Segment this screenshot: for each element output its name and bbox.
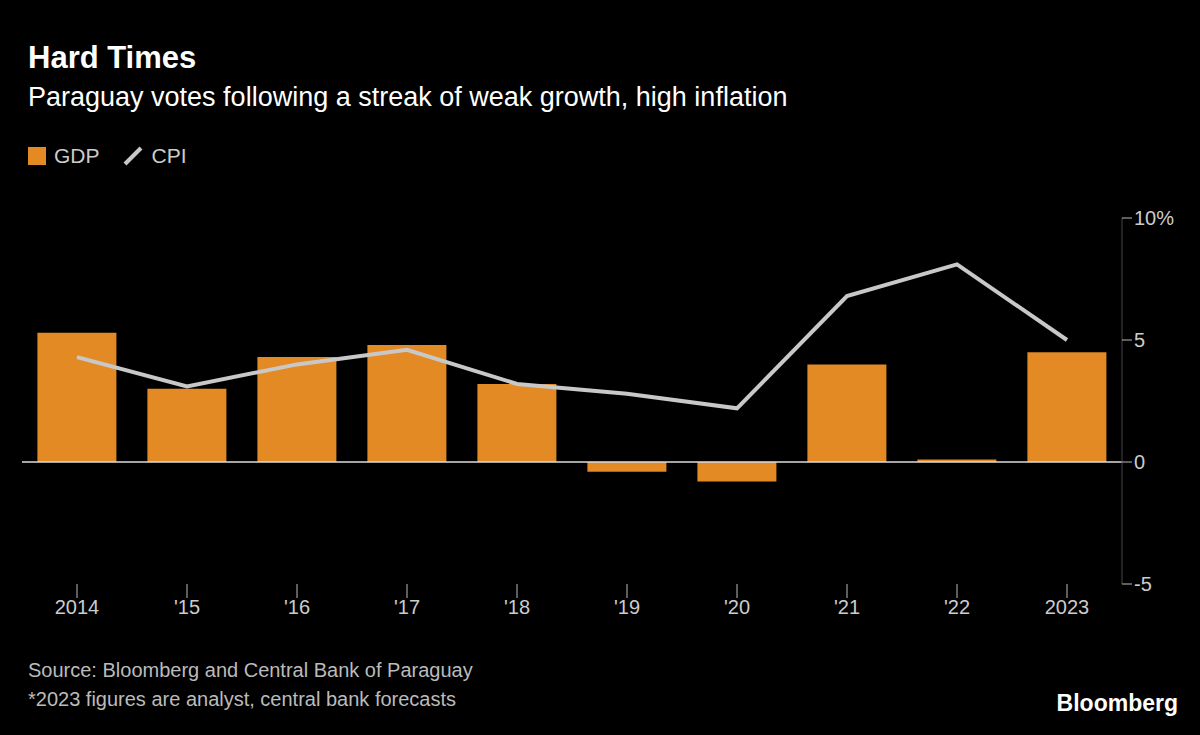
svg-text:'15: '15 (174, 596, 200, 618)
html-text:CPI: CPI (151, 144, 187, 167)
html-text:Source: Bloomberg and Central: Source: Bloomberg and Central Bank of Pa… (28, 659, 473, 681)
svg-text:2014: 2014 (55, 596, 100, 618)
html-text:Bloomberg: Bloomberg (1056, 690, 1178, 716)
svg-text:-5: -5 (1134, 573, 1152, 595)
svg-text:'21: '21 (834, 596, 860, 618)
html-text:*2023 figures are analyst, cen: *2023 figures are analyst, central bank … (28, 688, 456, 710)
svg-text:'19: '19 (614, 596, 640, 618)
html-text:GDP: GDP (54, 144, 100, 167)
svg-text:'16: '16 (284, 596, 310, 618)
svg-text:10%: 10% (1134, 207, 1174, 229)
html-text:Hard Times: Hard Times (28, 40, 197, 75)
svg-text:'18: '18 (504, 596, 530, 618)
svg-text:'17: '17 (394, 596, 420, 618)
svg-text:0: 0 (1134, 451, 1145, 473)
svg-text:5: 5 (1134, 329, 1145, 351)
html-text:Paraguay votes following a str: Paraguay votes following a streak of wea… (28, 82, 788, 112)
svg-text:2023: 2023 (1045, 596, 1090, 618)
svg-text:'22: '22 (944, 596, 970, 618)
svg-text:'20: '20 (724, 596, 750, 618)
